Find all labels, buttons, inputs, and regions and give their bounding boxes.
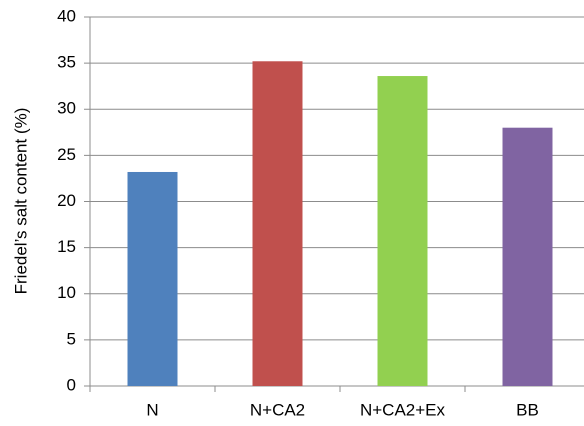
y-tick-label: 40	[57, 6, 76, 25]
y-tick-label: 30	[57, 99, 76, 118]
y-tick-label: 15	[57, 237, 76, 256]
x-tick-label: N+CA2	[250, 400, 305, 419]
bar	[127, 171, 178, 386]
y-tick-label: 0	[67, 375, 76, 394]
bar	[377, 76, 428, 386]
y-tick-label: 5	[67, 329, 76, 348]
y-axis-label: Friedel’s salt content (%)	[11, 108, 30, 295]
y-tick-label: 10	[57, 283, 76, 302]
y-tick-label: 35	[57, 53, 76, 72]
y-tick-label: 20	[57, 191, 76, 210]
x-tick-label: N+CA2+Ex	[360, 400, 446, 419]
y-tick-label: 25	[57, 145, 76, 164]
bar	[252, 61, 303, 386]
bar	[502, 127, 553, 386]
x-tick-label: BB	[516, 400, 539, 419]
x-tick-label: N	[146, 400, 158, 419]
